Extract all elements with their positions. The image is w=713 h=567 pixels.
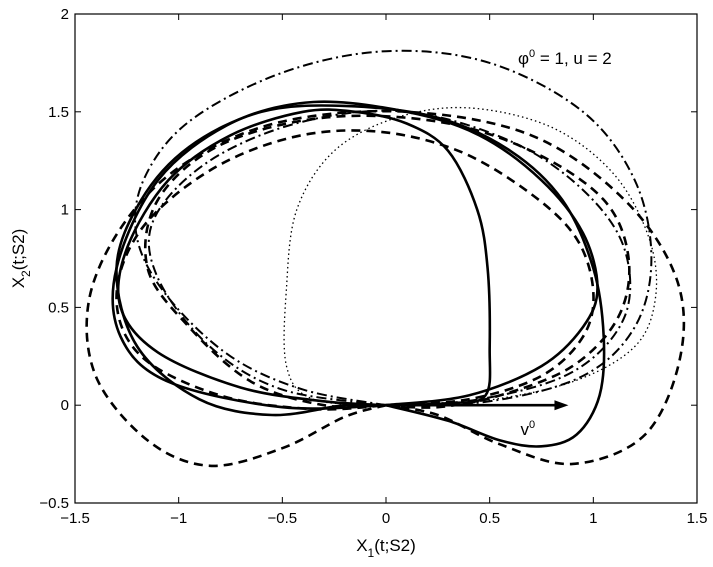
x-tick-label: 0.5 xyxy=(479,510,500,527)
trajectory-solid-3 xyxy=(115,104,606,448)
trajectory-curves xyxy=(85,49,686,468)
trajectory-solid-2 xyxy=(111,100,599,410)
parameter-annotation: φ0 = 1, u = 2 xyxy=(518,48,612,68)
x-tick-label: 1.5 xyxy=(687,510,708,527)
trajectory-dashed-6 xyxy=(85,109,686,468)
trajectory-dashed-5 xyxy=(143,114,631,409)
plot-frame xyxy=(74,13,698,504)
axis-labels: X1(t;S2) X2(t;S2) xyxy=(9,229,416,560)
x-tick-label: −1 xyxy=(170,510,187,527)
x-tick-label: 1 xyxy=(589,510,597,527)
y-tick-label: 2 xyxy=(61,6,69,23)
trajectory-solid-1 xyxy=(116,108,492,407)
trajectory-dashdot-8 xyxy=(147,109,632,407)
axis-ticks: −1.5 −1 −0.5 0 0.5 1 1.5 −0.5 0 0.5 1 1.5 2 xyxy=(39,6,707,527)
y-axis-label: X2(t;S2) xyxy=(9,229,33,289)
y-tick-label: 1.5 xyxy=(48,104,69,121)
y-tick-label: 1 xyxy=(61,202,69,219)
vector-arrowhead xyxy=(554,400,569,411)
x-tick-label: 0 xyxy=(382,510,390,527)
x-tick-label: −0.5 xyxy=(268,510,298,527)
vector-label: v0 xyxy=(520,419,535,439)
y-tick-label: 0.5 xyxy=(48,299,69,316)
x-axis-label: X1(t;S2) xyxy=(356,536,416,560)
trajectory-dotted-9 xyxy=(283,106,658,406)
initial-vector: v0 xyxy=(386,400,569,439)
x-tick-label: −1.5 xyxy=(60,510,90,527)
y-tick-label: −0.5 xyxy=(39,495,69,512)
y-tick-label: 0 xyxy=(61,397,69,414)
